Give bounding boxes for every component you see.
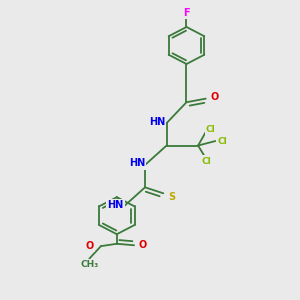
Text: CH₃: CH₃ — [80, 260, 98, 269]
Text: O: O — [138, 240, 146, 250]
Text: Cl: Cl — [217, 136, 227, 146]
Text: HN: HN — [149, 117, 165, 127]
Text: HN: HN — [107, 200, 124, 210]
Text: Cl: Cl — [206, 124, 216, 134]
Text: O: O — [85, 241, 94, 251]
Text: O: O — [211, 92, 219, 102]
Text: HN: HN — [129, 158, 145, 168]
Text: F: F — [183, 8, 190, 18]
Text: S: S — [168, 192, 175, 202]
Text: Cl: Cl — [202, 157, 211, 166]
